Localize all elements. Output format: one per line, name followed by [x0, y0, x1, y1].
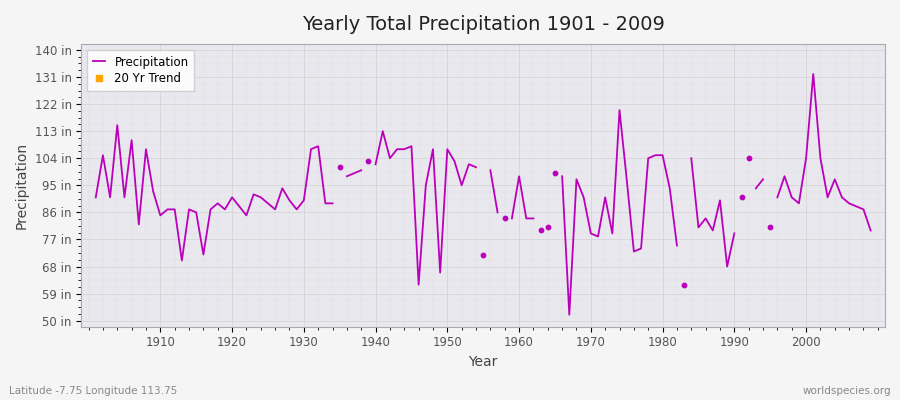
Point — [742, 155, 756, 162]
X-axis label: Year: Year — [469, 355, 498, 369]
Text: Latitude -7.75 Longitude 113.75: Latitude -7.75 Longitude 113.75 — [9, 386, 177, 396]
Point — [548, 170, 562, 176]
Precipitation — [148, 189, 158, 194]
Precipitation — [306, 147, 317, 152]
Point — [361, 158, 375, 164]
Point — [677, 281, 691, 288]
Legend: Precipitation, 20 Yr Trend: Precipitation, 20 Yr Trend — [87, 50, 194, 91]
Precipitation — [220, 207, 230, 212]
Precipitation — [126, 138, 137, 142]
Precipitation — [169, 207, 180, 212]
Precipitation — [277, 186, 288, 191]
Precipitation — [270, 207, 281, 212]
Precipitation — [162, 207, 173, 212]
Precipitation — [313, 144, 324, 148]
Text: worldspecies.org: worldspecies.org — [803, 386, 891, 396]
Precipitation — [112, 123, 122, 128]
Precipitation — [212, 201, 223, 206]
Y-axis label: Precipitation: Precipitation — [15, 142, 29, 229]
Precipitation — [299, 198, 310, 203]
Line: Precipitation: Precipitation — [95, 125, 332, 260]
Precipitation — [133, 222, 144, 227]
Precipitation — [263, 201, 274, 206]
Precipitation — [176, 258, 187, 263]
Precipitation — [97, 153, 108, 158]
Precipitation — [256, 195, 266, 200]
Precipitation — [205, 207, 216, 212]
Point — [332, 164, 347, 170]
Precipitation — [227, 195, 238, 200]
Precipitation — [234, 204, 245, 209]
Precipitation — [119, 195, 130, 200]
Precipitation — [248, 192, 259, 197]
Precipitation — [284, 198, 295, 203]
Precipitation — [241, 213, 252, 218]
Precipitation — [140, 147, 151, 152]
Precipitation — [191, 210, 202, 215]
Point — [541, 224, 555, 231]
Point — [534, 227, 548, 234]
Point — [763, 224, 778, 231]
Precipitation — [90, 195, 101, 200]
Precipitation — [292, 207, 302, 212]
Precipitation — [155, 213, 166, 218]
Precipitation — [198, 252, 209, 257]
Precipitation — [104, 195, 115, 200]
Precipitation — [184, 207, 194, 212]
Title: Yearly Total Precipitation 1901 - 2009: Yearly Total Precipitation 1901 - 2009 — [302, 15, 664, 34]
Point — [734, 194, 749, 200]
Precipitation — [320, 201, 331, 206]
Precipitation — [327, 201, 338, 206]
Point — [476, 251, 491, 258]
Point — [498, 215, 512, 222]
